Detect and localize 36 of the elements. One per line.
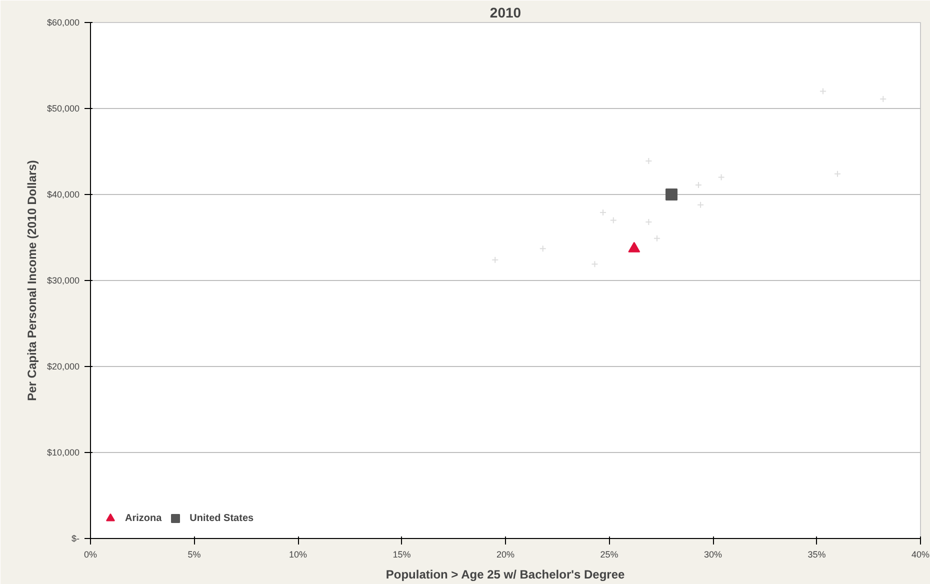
point	[645, 157, 652, 164]
y-tick-label: $30,000	[46, 276, 80, 286]
point	[591, 260, 598, 268]
x-tick-label: 15%	[392, 550, 411, 560]
x-tick-label: 5%	[188, 550, 201, 560]
point	[697, 201, 704, 208]
point	[694, 182, 702, 189]
y-tick-label: $50,000	[46, 104, 80, 114]
y-axis-title: Per Capita Personal Income (2010 Dollars)	[24, 160, 39, 401]
point	[610, 216, 617, 224]
x-tick-label: 20%	[496, 550, 515, 560]
x-tick-label: 10%	[288, 550, 308, 560]
x-tick-label: 0%	[84, 550, 98, 560]
point	[653, 234, 660, 242]
x-tick-label: 35%	[808, 550, 826, 560]
point	[666, 188, 678, 200]
point	[492, 256, 499, 264]
point	[600, 209, 607, 216]
y-tick-label: $10,000	[46, 448, 80, 458]
x-axis-title: Population > Age 25 w/ Bachelor's Degree	[386, 568, 626, 582]
point	[645, 218, 652, 226]
y-tick-label: $60,000	[46, 18, 80, 28]
chart-title: 2010	[490, 4, 522, 20]
legend-label: United States	[190, 512, 254, 524]
point	[819, 88, 826, 95]
point	[718, 174, 725, 181]
x-tick-label: 40%	[911, 550, 930, 560]
point	[880, 96, 887, 103]
legend-label: Arizona	[125, 512, 162, 524]
point	[539, 245, 546, 252]
x-tick-label: 30%	[704, 550, 722, 560]
y-tick-label: $-	[72, 534, 80, 544]
point	[834, 170, 841, 178]
y-tick-label: $40,000	[46, 190, 80, 200]
y-tick-label: $20,000	[46, 362, 80, 372]
x-tick-label: 25%	[600, 550, 618, 560]
